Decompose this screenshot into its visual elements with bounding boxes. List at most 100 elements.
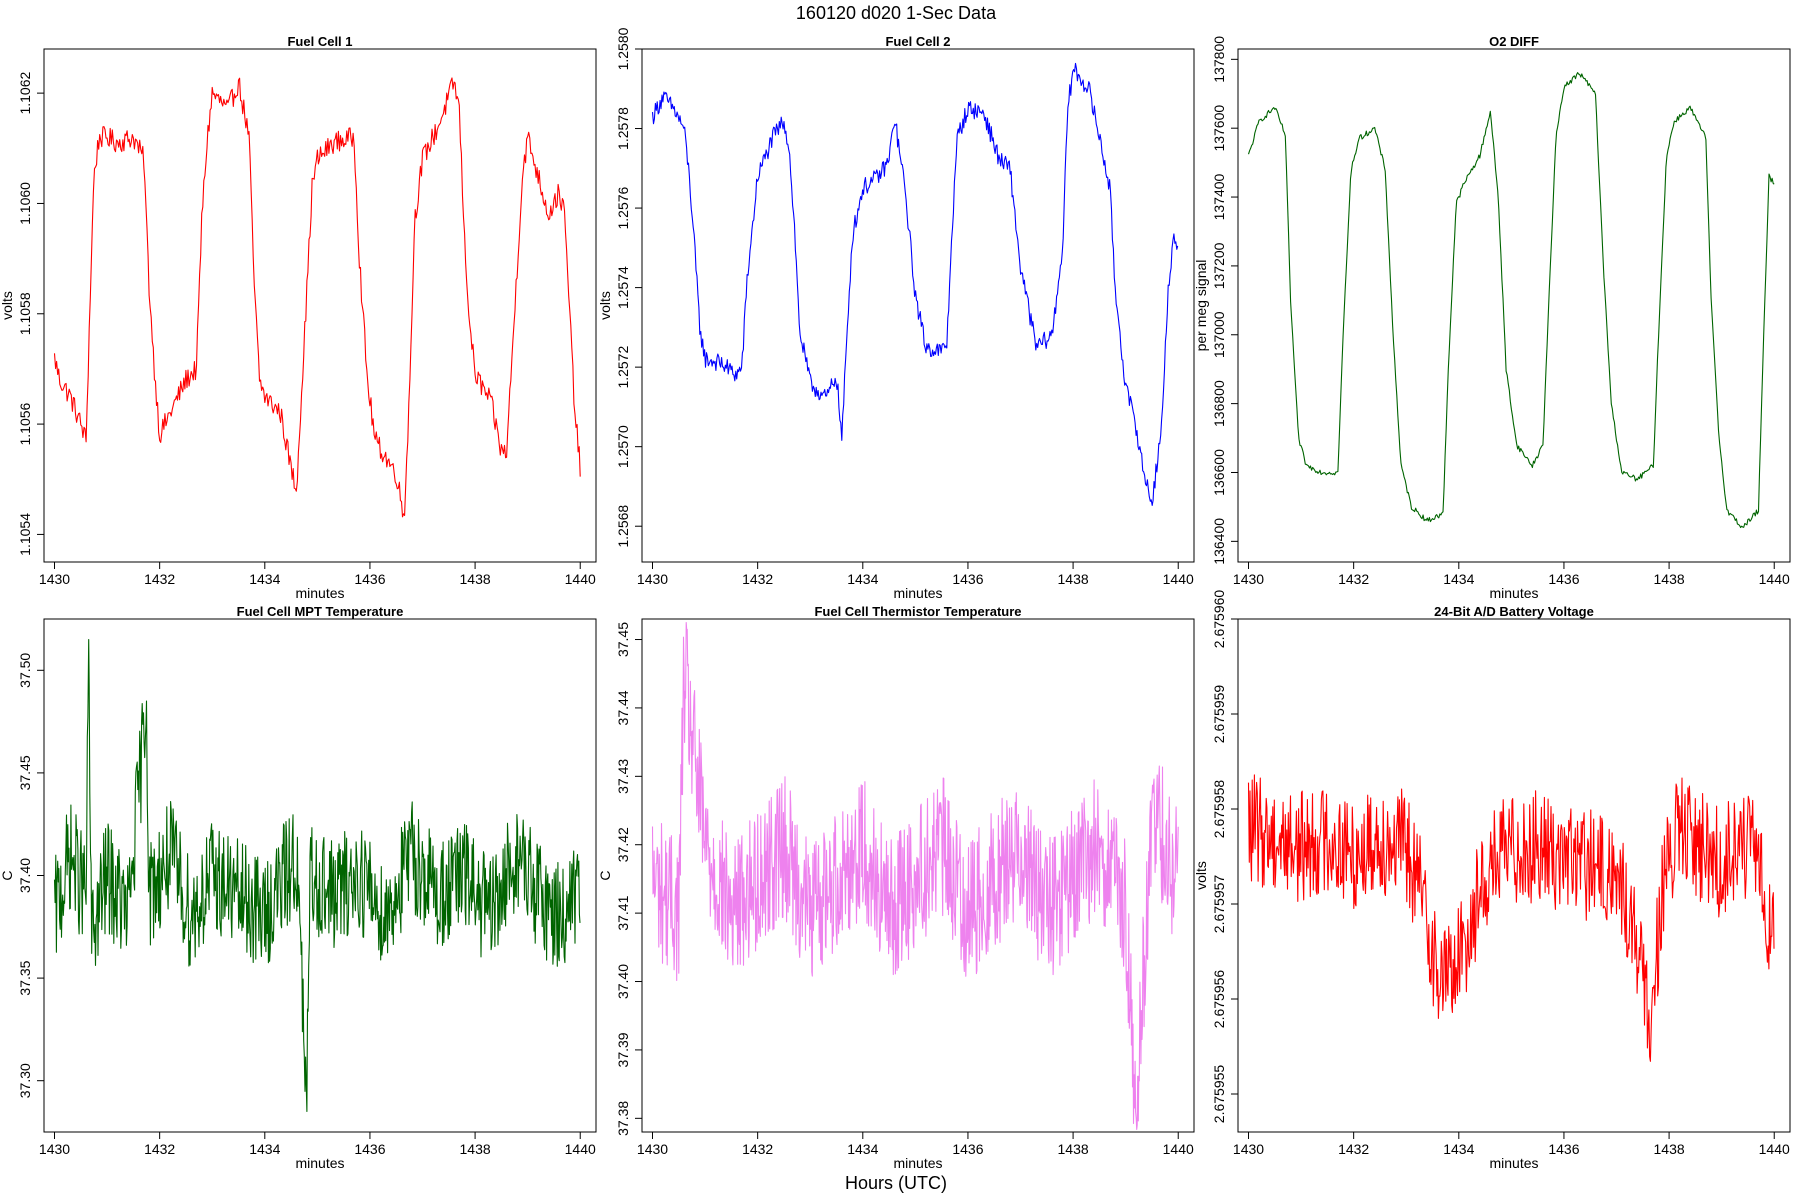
series-line — [651, 62, 1179, 506]
series-line — [651, 622, 1179, 1130]
series-line — [53, 638, 581, 1113]
x-tick-label: 1438 — [460, 571, 491, 587]
x-tick-label: 1440 — [1759, 571, 1790, 587]
x-tick-label: 1436 — [1548, 1141, 1579, 1157]
x-tick-label: 1438 — [1654, 571, 1685, 587]
x-tick-label: 1436 — [1548, 571, 1579, 587]
y-tick-label: 2.675957 — [1211, 875, 1227, 934]
chart-panel-5: Fuel Cell Thermistor Temperature 1430 1432… — [597, 604, 1195, 1171]
x-tick-label: 1430 — [39, 1141, 70, 1157]
x-tick-label: 1440 — [1163, 571, 1194, 587]
y-tick-label: 137200 — [1211, 242, 1227, 289]
y-tick-label: 37.45 — [17, 755, 33, 790]
y-tick-label: 2.675958 — [1211, 780, 1227, 839]
series-line — [1247, 774, 1775, 1062]
panel-title: Fuel Cell Thermistor Temperature — [814, 604, 1021, 619]
y-tick-label: 37.43 — [615, 759, 631, 794]
x-tick-label: 1432 — [144, 571, 175, 587]
y-tick-label: 1.2574 — [615, 266, 631, 309]
x-tick-label: 1430 — [39, 571, 70, 587]
x-tick-label: 1430 — [1233, 571, 1264, 587]
y-axis-label: volts — [0, 291, 15, 320]
y-tick-label: 1.2576 — [615, 186, 631, 229]
x-tick-label: 1440 — [565, 1141, 596, 1157]
x-tick-label: 1440 — [565, 571, 596, 587]
y-tick-label: 37.41 — [615, 895, 631, 930]
x-tick-label: 1438 — [460, 1141, 491, 1157]
y-tick-label: 37.39 — [615, 1032, 631, 1067]
plot-frame — [641, 48, 1195, 563]
y-tick-label: 1.1060 — [17, 182, 33, 225]
y-axis-label: C — [0, 870, 15, 880]
x-tick-label: 1432 — [144, 1141, 175, 1157]
x-tick-label: 1432 — [742, 571, 773, 587]
x-tick-label: 1434 — [847, 571, 878, 587]
y-tick-label: 1.2572 — [615, 346, 631, 389]
y-tick-label: 136400 — [1211, 518, 1227, 565]
x-tick-label: 1436 — [952, 1141, 983, 1157]
y-tick-label: 37.30 — [17, 1063, 33, 1098]
y-axis-label: volts — [1193, 861, 1209, 890]
y-tick-label: 1.1062 — [17, 72, 33, 115]
x-tick-label: 1434 — [249, 571, 280, 587]
series-line — [53, 77, 581, 518]
x-tick-label: 1436 — [354, 1141, 385, 1157]
chart-panel-6: 24-Bit A/D Battery Voltage 1430 1432 1434 14… — [1193, 590, 1791, 1171]
y-tick-label: 1.1054 — [17, 513, 33, 556]
x-tick-label: 1432 — [1338, 571, 1369, 587]
x-tick-label: 1430 — [1233, 1141, 1264, 1157]
y-tick-label: 137000 — [1211, 311, 1227, 358]
x-axis-label: minutes — [295, 585, 344, 601]
y-tick-label: 2.675959 — [1211, 685, 1227, 744]
y-tick-label: 37.42 — [615, 827, 631, 862]
x-tick-label: 1434 — [1443, 571, 1474, 587]
y-tick-label: 37.45 — [615, 622, 631, 657]
y-tick-label: 136600 — [1211, 449, 1227, 496]
y-axis-label: per meg signal — [1193, 260, 1209, 352]
x-axis-label: minutes — [1489, 585, 1538, 601]
y-tick-label: 137600 — [1211, 105, 1227, 152]
plot-frame — [1237, 48, 1791, 563]
panel-title: O2 DIFF — [1489, 34, 1539, 49]
x-tick-label: 1436 — [354, 571, 385, 587]
y-tick-label: 1.1058 — [17, 292, 33, 335]
x-tick-label: 1438 — [1058, 1141, 1089, 1157]
x-tick-label: 1434 — [249, 1141, 280, 1157]
chart-panel-3: O2 DIFF 1430 1432 1434 1436 1438 1440 minutes 13… — [1193, 34, 1791, 601]
x-tick-label: 1438 — [1058, 571, 1089, 587]
plot-frame — [43, 48, 597, 563]
plot-frame — [1237, 618, 1791, 1133]
chart-panel-1: Fuel Cell 1 1430 1432 1434 1436 1438 1440 minut… — [0, 34, 597, 601]
y-tick-label: 37.38 — [615, 1101, 631, 1136]
panel-title: 24-Bit A/D Battery Voltage — [1434, 604, 1594, 619]
x-tick-label: 1440 — [1759, 1141, 1790, 1157]
series-line — [1247, 72, 1775, 529]
x-tick-label: 1434 — [1443, 1141, 1474, 1157]
y-axis-label: volts — [597, 291, 613, 320]
x-tick-label: 1440 — [1163, 1141, 1194, 1157]
x-axis-label: minutes — [1489, 1155, 1538, 1171]
y-tick-label: 1.2570 — [615, 425, 631, 468]
plot-frame — [641, 618, 1195, 1133]
y-tick-label: 37.35 — [17, 960, 33, 995]
x-tick-label: 1438 — [1654, 1141, 1685, 1157]
x-tick-label: 1430 — [637, 571, 668, 587]
y-tick-label: 37.40 — [17, 858, 33, 893]
y-tick-label: 1.1056 — [17, 402, 33, 445]
figure-title: 160120 d020 1-Sec Data — [796, 3, 997, 23]
x-tick-label: 1434 — [847, 1141, 878, 1157]
y-tick-label: 1.2568 — [615, 505, 631, 548]
y-tick-label: 37.40 — [615, 964, 631, 999]
panel-title: Fuel Cell 2 — [885, 34, 950, 49]
y-tick-label: 1.2578 — [615, 107, 631, 150]
x-axis-label: minutes — [893, 1155, 942, 1171]
x-axis-label: minutes — [893, 585, 942, 601]
y-tick-label: 1.2580 — [615, 27, 631, 70]
panel-title: Fuel Cell 1 — [287, 34, 352, 49]
y-tick-label: 2.675960 — [1211, 590, 1227, 649]
x-tick-label: 1436 — [952, 571, 983, 587]
y-tick-label: 37.50 — [17, 653, 33, 688]
chart-panel-2: Fuel Cell 2 1430 1432 1434 1436 1438 1440 minut… — [597, 27, 1195, 601]
x-tick-label: 1432 — [1338, 1141, 1369, 1157]
y-tick-label: 137400 — [1211, 173, 1227, 220]
